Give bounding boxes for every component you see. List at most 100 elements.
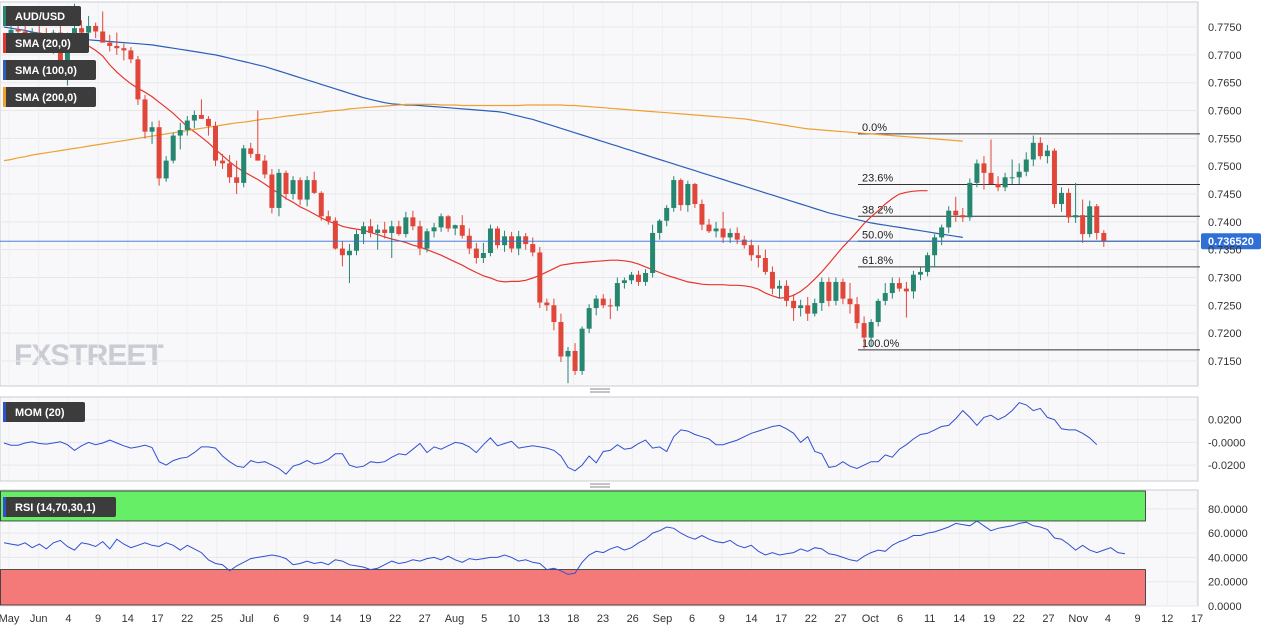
candle-bearish[interactable] xyxy=(325,210,331,225)
candle-bullish[interactable] xyxy=(868,319,874,348)
candle-bullish[interactable] xyxy=(882,283,888,306)
candle-bearish[interactable] xyxy=(551,298,557,331)
candle-bearish[interactable] xyxy=(678,178,684,211)
candle-bullish[interactable] xyxy=(304,176,310,207)
candle-bullish[interactable] xyxy=(1087,200,1093,238)
candle-bullish[interactable] xyxy=(361,221,367,245)
legend-sma200[interactable]: SMA (200,0) xyxy=(3,87,96,107)
candle-bearish[interactable] xyxy=(473,242,479,264)
candle-bearish[interactable] xyxy=(854,296,860,329)
candle-bearish[interactable] xyxy=(537,246,543,309)
candle-bearish[interactable] xyxy=(311,171,317,194)
candle-bearish[interactable] xyxy=(720,211,726,243)
candle-bearish[interactable] xyxy=(459,215,465,239)
candle-bullish[interactable] xyxy=(939,224,945,246)
candle-bullish[interactable] xyxy=(177,122,183,150)
candle-bearish[interactable] xyxy=(903,281,909,318)
candle-bearish[interactable] xyxy=(417,220,423,256)
candle-bullish[interactable] xyxy=(487,224,493,257)
candle-bullish[interactable] xyxy=(819,277,825,311)
candle-bullish[interactable] xyxy=(593,295,599,316)
candle-bearish[interactable] xyxy=(784,280,790,307)
candle-bearish[interactable] xyxy=(269,168,275,214)
candle-bullish[interactable] xyxy=(1059,187,1064,212)
candle-bearish[interactable] xyxy=(1101,230,1107,247)
legend-sma100[interactable]: SMA (100,0) xyxy=(3,60,96,80)
candle-bullish[interactable] xyxy=(657,219,663,240)
candle-bullish[interactable] xyxy=(671,176,677,212)
candle-bearish[interactable] xyxy=(205,116,211,136)
candle-bullish[interactable] xyxy=(276,168,282,217)
candle-bearish[interactable] xyxy=(558,313,564,363)
candle-bullish[interactable] xyxy=(643,269,649,286)
candle-bearish[interactable] xyxy=(741,235,747,249)
candle-bullish[interactable] xyxy=(925,252,931,277)
candle-bearish[interactable] xyxy=(805,296,811,321)
candle-bullish[interactable] xyxy=(241,145,247,188)
candle-bearish[interactable] xyxy=(953,196,959,222)
candle-bearish[interactable] xyxy=(79,20,85,35)
candle-bullish[interactable] xyxy=(579,326,585,375)
candle-bullish[interactable] xyxy=(403,211,409,238)
candle-bearish[interactable] xyxy=(988,139,994,184)
candle-bearish[interactable] xyxy=(1051,148,1057,208)
candle-bullish[interactable] xyxy=(1073,182,1079,223)
candle-bearish[interactable] xyxy=(213,121,218,167)
candle-bullish[interactable] xyxy=(184,116,190,136)
candle-bearish[interactable] xyxy=(1080,199,1086,243)
candle-bullish[interactable] xyxy=(1009,159,1015,184)
candle-bearish[interactable] xyxy=(142,94,148,139)
candle-bearish[interactable] xyxy=(100,11,106,43)
candle-bullish[interactable] xyxy=(424,228,430,253)
candle-bullish[interactable] xyxy=(946,206,952,233)
candle-bearish[interactable] xyxy=(135,55,141,105)
candle-bearish[interactable] xyxy=(636,270,641,286)
legend-audusd[interactable]: AUD/USD xyxy=(3,6,81,26)
candle-bearish[interactable] xyxy=(332,217,338,250)
candle-bullish[interactable] xyxy=(163,156,169,182)
candle-bullish[interactable] xyxy=(516,230,522,256)
candle-bearish[interactable] xyxy=(220,153,226,169)
candle-bullish[interactable] xyxy=(586,304,592,334)
candle-bullish[interactable] xyxy=(1023,152,1029,177)
candle-bullish[interactable] xyxy=(452,224,458,236)
candle-bearish[interactable] xyxy=(896,277,902,292)
candle-bullish[interactable] xyxy=(480,242,486,264)
candle-bearish[interactable] xyxy=(1094,204,1100,240)
candle-bearish[interactable] xyxy=(283,170,289,200)
candle-bullish[interactable] xyxy=(628,271,634,285)
candle-bearish[interactable] xyxy=(318,191,324,221)
candle-bullish[interactable] xyxy=(910,270,916,299)
candle-bullish[interactable] xyxy=(290,176,296,200)
candle-bearish[interactable] xyxy=(699,199,705,231)
candle-bullish[interactable] xyxy=(346,244,352,284)
candle-bearish[interactable] xyxy=(198,99,204,119)
candle-bearish[interactable] xyxy=(600,294,606,309)
candle-bearish[interactable] xyxy=(410,210,416,231)
candle-bullish[interactable] xyxy=(170,132,176,164)
candle-bullish[interactable] xyxy=(974,159,980,188)
candle-bearish[interactable] xyxy=(840,278,846,305)
legend-sma20[interactable]: SMA (20,0) xyxy=(3,33,89,53)
candle-bullish[interactable] xyxy=(1016,163,1022,184)
candle-bullish[interactable] xyxy=(685,180,691,212)
candle-bearish[interactable] xyxy=(114,32,120,55)
candle-bullish[interactable] xyxy=(614,277,620,311)
candle-bearish[interactable] xyxy=(960,207,966,222)
legend-mom[interactable]: MOM (20) xyxy=(3,402,85,422)
candle-bearish[interactable] xyxy=(297,177,303,206)
candle-bearish[interactable] xyxy=(339,241,345,267)
candle-bearish[interactable] xyxy=(227,155,233,183)
candle-bearish[interactable] xyxy=(847,283,853,314)
candle-bullish[interactable] xyxy=(727,228,733,243)
candle-bullish[interactable] xyxy=(875,298,881,327)
panel-splitter-mom[interactable] xyxy=(590,483,610,488)
candle-bearish[interactable] xyxy=(755,245,761,268)
candle-bullish[interactable] xyxy=(438,213,444,232)
candle-bullish[interactable] xyxy=(565,347,571,384)
candle-bearish[interactable] xyxy=(234,160,240,194)
candle-bullish[interactable] xyxy=(375,224,381,250)
candle-bearish[interactable] xyxy=(509,231,515,253)
candle-bullish[interactable] xyxy=(812,298,818,317)
candle-bearish[interactable] xyxy=(248,142,254,158)
